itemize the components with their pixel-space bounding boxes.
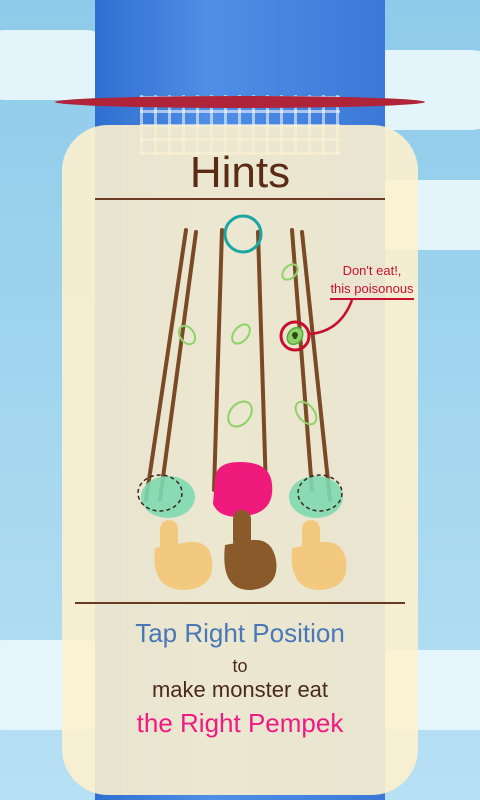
pempek-leaf	[281, 263, 299, 281]
monster-mouth-right-outline	[297, 474, 343, 512]
instruction-tap-right-position: Tap Right Position	[135, 618, 345, 648]
hints-title: Hints	[189, 148, 291, 197]
poison-callout: Don't eat!, this poisonous	[312, 262, 432, 300]
skewer-left-b	[158, 230, 198, 502]
callout-line1: Don't eat!,	[342, 263, 402, 278]
instruction-make-monster-eat: make monster eat	[151, 677, 329, 702]
callout-pointer	[308, 299, 354, 336]
skewer-mid-b	[256, 230, 268, 492]
instruction-to: to	[232, 656, 248, 676]
pempek-leaf	[294, 400, 318, 426]
skewer-right-a	[290, 228, 314, 492]
skewer-left-a	[144, 228, 188, 502]
instruction-divider	[75, 602, 405, 604]
monster-mouth-right	[289, 476, 343, 518]
poison-highlight-ring	[279, 320, 311, 352]
hand-center-icon	[224, 510, 277, 590]
monster-mouth-left	[141, 476, 195, 518]
pempek-leaf	[177, 324, 197, 346]
skull-icon	[292, 332, 298, 339]
skewer-right-b	[300, 230, 332, 502]
hand-left-icon	[154, 520, 213, 590]
pempek-items	[177, 263, 318, 428]
monster-pink	[213, 462, 273, 517]
monster-mouth-left-outline	[137, 474, 183, 512]
callout-line2: this poisonous	[330, 280, 414, 300]
pempek-leaf	[227, 400, 253, 428]
pempek-leaf	[231, 323, 251, 345]
skewers	[144, 228, 332, 502]
target-ring-icon	[223, 214, 263, 254]
hints-panel	[62, 125, 418, 795]
title-divider	[95, 198, 385, 200]
red-banner-bar	[55, 96, 425, 108]
hand-right-icon	[291, 520, 347, 590]
instruction-the-right-pempek: the Right Pempek	[136, 708, 344, 738]
skewer-mid-a	[212, 228, 224, 492]
